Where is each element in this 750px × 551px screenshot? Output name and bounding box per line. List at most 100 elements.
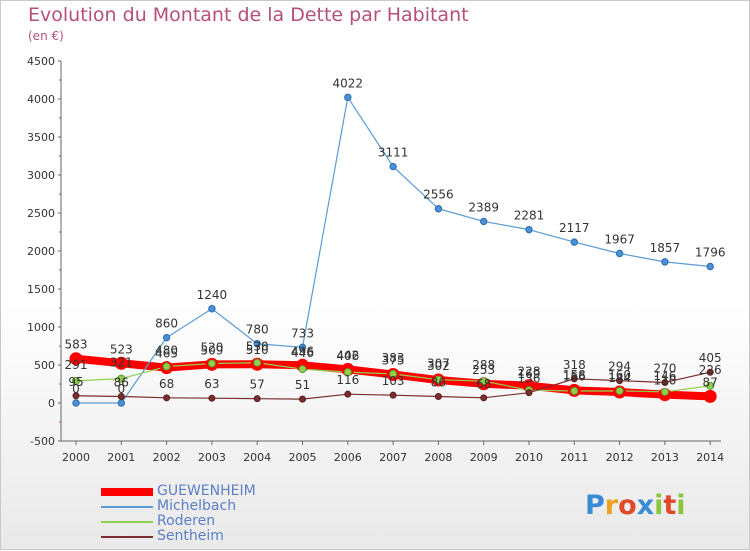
data-label-sentheim: 68 [476,377,491,391]
x-tick-label: 2011 [560,451,588,464]
data-label-guewenheim: 523 [110,342,133,356]
data-point-sentheim [344,390,352,398]
data-label-michelbach: 0 [72,382,80,396]
x-tick-label: 2010 [515,451,543,464]
data-label-roderen: 146 [653,369,676,383]
data-label-roderen: 520 [200,340,223,354]
logo-letter: o [618,490,637,521]
data-point-roderen [343,368,352,377]
data-point-sentheim [163,394,171,402]
data-point-michelbach [208,305,216,313]
data-point-guewenheim [69,352,83,366]
data-point-sentheim [570,375,578,383]
data-label-michelbach: 780 [246,323,269,337]
data-label-guewenheim: 583 [65,338,88,352]
y-tick-label: 2000 [27,245,55,258]
x-tick-label: 2006 [334,451,362,464]
logo-letter: x [636,490,655,521]
legend-swatch-sentheim [101,536,153,538]
data-label-sentheim: 86 [114,375,129,389]
legend-label-roderen: Roderen [157,513,216,529]
data-label-michelbach: 2117 [559,221,590,235]
data-label-guewenheim: 509 [200,343,223,357]
x-tick-label: 2012 [606,451,634,464]
data-point-michelbach [344,93,352,102]
data-point-guewenheim [703,389,717,403]
data-label-guewenheim: 166 [563,369,586,383]
data-point-sentheim [434,392,442,400]
data-label-michelbach: 1967 [604,233,635,247]
data-point-guewenheim [114,356,128,370]
y-tick-label: 4500 [27,55,55,68]
chart-title: Evolution du Montant de la Dette par Hab… [28,4,469,26]
data-label-guewenheim: 253 [472,363,495,377]
data-label-sentheim: 68 [159,377,174,391]
y-tick-label: -500 [30,435,55,448]
legend-swatch-guewenheim [101,488,153,496]
data-label-roderen: 158 [563,368,586,382]
data-label-roderen: 530 [246,340,269,354]
data-label-sentheim: 95 [68,375,83,389]
data-label-roderen: 383 [382,351,405,365]
data-label-michelbach: 733 [291,326,314,340]
data-point-sentheim [253,395,261,403]
data-label-guewenheim: 496 [291,344,314,358]
data-label-guewenheim: 144 [608,371,631,385]
data-point-roderen [162,362,171,371]
data-point-michelbach [162,333,171,342]
x-tick-label: 2003 [198,451,226,464]
data-label-michelbach: 2281 [514,209,545,223]
data-point-sentheim [616,377,624,385]
logo-letter: i [654,490,664,521]
data-label-sentheim: 103 [382,374,405,388]
data-point-roderen [706,381,715,390]
data-label-sentheim: 405 [699,351,722,365]
data-label-sentheim: 116 [336,373,359,387]
data-label-guewenheim: 375 [382,354,405,368]
data-point-roderen [72,376,80,385]
y-tick-label: 500 [34,359,55,372]
data-label-guewenheim: 442 [336,348,359,362]
data-label-sentheim: 318 [563,358,586,372]
data-point-michelbach [389,162,397,171]
y-tick-label: 0 [48,397,55,410]
data-point-michelbach [706,262,714,271]
data-point-sentheim [117,392,125,400]
data-label-roderen: 406 [336,349,359,363]
logo-letter: t [663,490,677,521]
x-tick-label: 2002 [153,451,181,464]
data-point-roderen [117,374,126,383]
x-tick-label: 2009 [470,451,498,464]
data-point-michelbach [615,249,624,258]
data-label-roderen: 160 [608,368,631,382]
data-point-sentheim [389,391,397,399]
data-label-roderen: 226 [699,363,722,377]
data-label-sentheim: 86 [431,375,446,389]
legend-label-michelbach: Michelbach [157,498,237,514]
data-point-michelbach [480,217,488,226]
data-label-sentheim: 136 [518,372,541,386]
data-label-sentheim: 51 [295,378,310,392]
data-label-roderen: 307 [427,357,450,371]
data-point-roderen [207,359,216,368]
data-label-michelbach: 2389 [468,200,499,214]
data-label-sentheim: 270 [653,361,676,375]
data-label-guewenheim: 465 [155,347,178,361]
data-point-michelbach [253,340,261,348]
data-point-michelbach [117,399,126,407]
data-label-roderen: 288 [472,358,495,372]
data-label-michelbach: 0 [117,382,125,396]
data-point-michelbach [434,205,443,213]
x-tick-label: 2005 [289,451,317,464]
data-label-michelbach: 4022 [333,76,364,90]
x-tick-label: 2013 [651,451,679,464]
y-tick-label: 1500 [27,283,55,296]
data-point-sentheim [480,394,488,402]
data-label-guewenheim: 302 [427,359,450,373]
y-tick-label: 2500 [27,207,55,220]
data-point-roderen [253,358,262,367]
data-label-guewenheim: 110 [653,374,676,388]
data-point-roderen [389,369,398,378]
